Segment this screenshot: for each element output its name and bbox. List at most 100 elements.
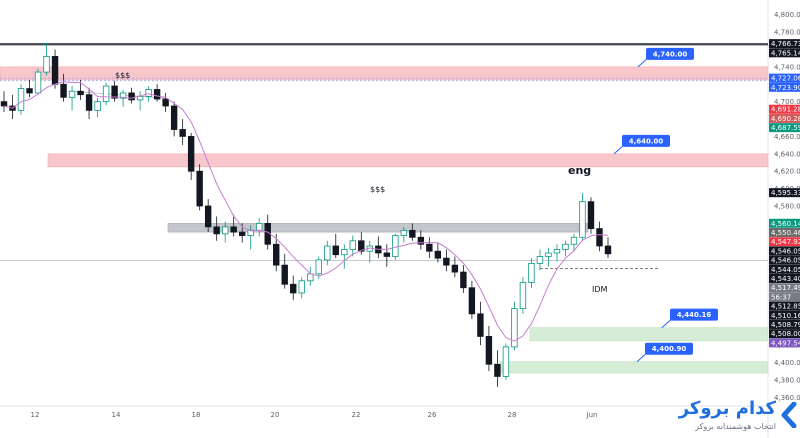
candle [204, 199, 212, 233]
candle [230, 214, 237, 237]
price-tag [769, 123, 800, 133]
candle [417, 230, 425, 250]
zone-supply-0[interactable] [0, 66, 769, 81]
price-tag [769, 237, 800, 247]
price-callout[interactable]: 4,440.16 [661, 308, 718, 328]
candle [460, 265, 467, 293]
chevron-left-icon [781, 402, 797, 428]
price-tag-label: 4,512.85 [771, 303, 800, 311]
price-tick-label: 4,580.00 [774, 203, 800, 211]
time-axis[interactable]: 12 14 18 20 22 26 28 Jun [31, 411, 598, 419]
candle [60, 73, 67, 102]
candle [273, 233, 280, 272]
price-tick-label: 4,800.00 [774, 11, 800, 19]
price-callout[interactable]: 4,400.90 [636, 342, 693, 363]
candle [196, 164, 203, 211]
price-tags: 4,766.734,765.14 4,727.064,723.90 4,691.28… [769, 39, 800, 348]
candle [519, 277, 527, 314]
candle [153, 84, 161, 102]
price-tag-label: 4,765.14 [771, 49, 800, 57]
price-tick-label: 4,620.00 [774, 168, 800, 176]
candle [383, 244, 391, 267]
level-callouts[interactable]: 4,740.00 4,640.00 4,440.16 4,400.90 [613, 47, 718, 363]
price-callout[interactable]: 4,740.00 [637, 47, 694, 68]
idm-label: IDM [592, 285, 608, 294]
price-tag-label: 4,508.79 [771, 321, 800, 329]
price-tag-label: 4,691.28 [771, 106, 800, 114]
price-tag-label: 56:37 [771, 293, 791, 301]
price-tag [769, 104, 800, 114]
candle [570, 233, 578, 252]
price-tag [769, 273, 800, 283]
candle [511, 301, 518, 351]
candle [128, 87, 135, 104]
price-tag-label: 4,766.73 [771, 40, 800, 48]
callout-label: 4,740.00 [653, 50, 688, 58]
price-tag-label: 4,517.49 [771, 284, 800, 292]
candle [187, 132, 195, 180]
moving-average-line [3, 81, 609, 342]
price-tag-label: 4,690.28 [771, 115, 800, 123]
price-tag [769, 82, 800, 92]
candle [213, 216, 220, 241]
price-tag-label: 4,550.46 [771, 229, 800, 237]
candle [85, 87, 93, 120]
candle [562, 240, 569, 257]
callout-label: 4,440.16 [677, 311, 712, 319]
price-tag [769, 255, 800, 265]
price-tick-label: 4,660.00 [774, 133, 800, 141]
candle [409, 223, 416, 241]
candle [247, 225, 254, 250]
price-tag [769, 301, 800, 311]
candle [332, 233, 339, 259]
candle [468, 280, 476, 320]
price-tick-label: 4,700.00 [774, 98, 800, 106]
price-tick-label: 4,780.00 [774, 29, 800, 37]
candle [434, 242, 442, 263]
candle [170, 101, 178, 137]
time-tick-label: 28 [508, 411, 517, 419]
time-tick-label: 20 [271, 411, 280, 419]
candle [341, 244, 348, 269]
price-tag-label: 4,687.59 [771, 124, 800, 132]
price-tick-label: 4,740.00 [774, 63, 800, 71]
time-tick-label: 22 [352, 411, 361, 419]
zone-demand-2[interactable] [529, 327, 769, 342]
candle [400, 226, 408, 243]
candle [477, 301, 484, 346]
price-tag-label: 4,595.33 [771, 189, 800, 197]
zones-layer [0, 66, 769, 374]
candle [485, 326, 493, 372]
moving-average-layer [3, 81, 609, 342]
candle [604, 237, 612, 259]
callout-label: 4,400.90 [652, 345, 687, 353]
liquidity-label-mid: $$$ [370, 185, 385, 194]
candle [179, 119, 186, 146]
price-tag [769, 283, 800, 293]
candle [17, 84, 25, 115]
trend-line[interactable] [71, 90, 166, 99]
candle [451, 256, 459, 278]
candle [26, 79, 33, 98]
candle [298, 277, 305, 299]
candles-layer [0, 42, 612, 387]
price-tag [769, 218, 800, 228]
price-callout[interactable]: 4,640.00 [613, 134, 670, 155]
candle [358, 232, 365, 255]
candle [315, 256, 322, 280]
price-tag-label: 4,546.05 [771, 247, 800, 255]
zone-demand-3[interactable] [499, 361, 769, 374]
price-tick-label: 4,360.00 [774, 394, 800, 402]
price-tag [769, 310, 800, 320]
candle [111, 80, 118, 102]
price-tag-label: 4,727.06 [771, 75, 800, 83]
candle [502, 343, 510, 380]
price-tag [769, 188, 800, 198]
broker-logo: کدام بروکر انتخاب هوشمندانه بروکر [676, 398, 798, 436]
candle [545, 247, 552, 267]
engineered-liquidity-label: eng [568, 164, 591, 177]
price-tag [769, 292, 800, 302]
candle [102, 82, 110, 106]
zone-supply-1[interactable] [47, 153, 769, 168]
